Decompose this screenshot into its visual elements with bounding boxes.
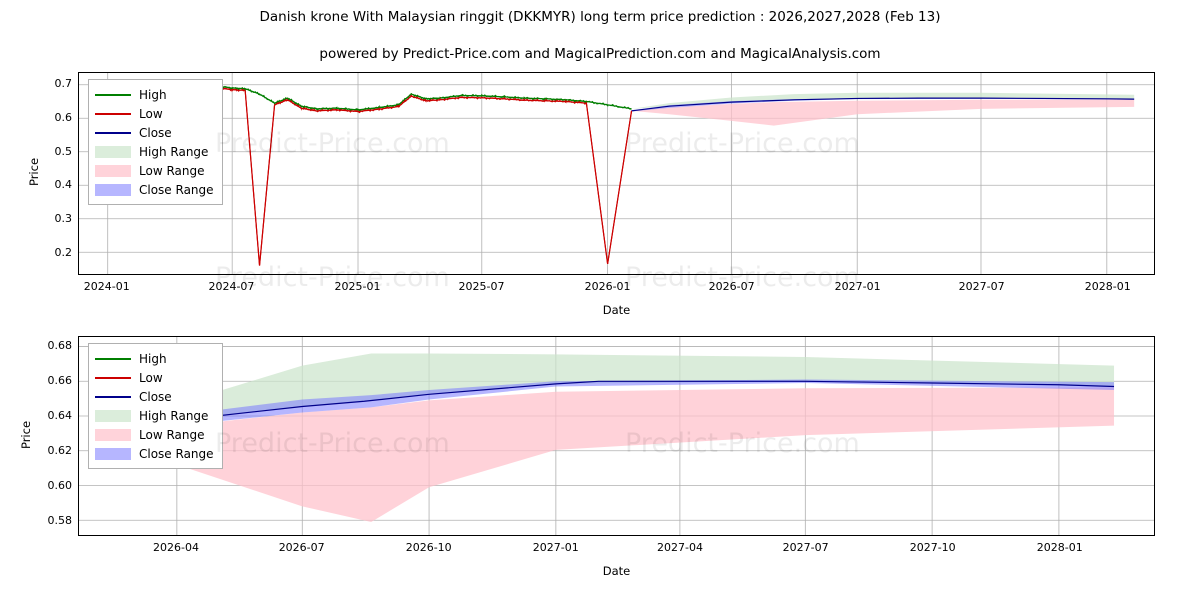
x-tick-label: 2026-10 [405, 541, 452, 554]
legend-item-low: Low [95, 368, 216, 387]
legend-item-close: Close [95, 123, 216, 142]
overview-chart-plot-area [78, 72, 1155, 275]
x-tick-label: 2026-01 [584, 280, 631, 293]
x-tick-label: 2027-07 [958, 280, 1005, 293]
legend-swatch-icon [95, 353, 131, 365]
zoom-chart-plot-area [78, 336, 1155, 536]
legend-label: Low Range [139, 163, 205, 178]
y-tick-label: 0.64 [47, 408, 73, 422]
x-tick-label: 2025-01 [334, 280, 381, 293]
y-tick-label: 0.68 [47, 338, 73, 352]
legend-item-high: High [95, 349, 216, 368]
x-tick-label: 2027-10 [909, 541, 956, 554]
legend-label: Low Range [139, 427, 205, 442]
legend-label: Low [139, 106, 163, 121]
legend-label: High [139, 87, 167, 102]
y-tick-label: 0.60 [47, 479, 73, 492]
x-tick-label: 2026-04 [153, 541, 200, 554]
overview-legend: High Low Close High Range Low Range Close Ran… [88, 79, 223, 205]
legend-label: Low [139, 370, 163, 385]
x-tick-label: 2027-01 [834, 280, 881, 293]
y-tick-label: 0.3 [54, 212, 73, 226]
legend-item-high: High [95, 85, 216, 104]
legend-swatch-icon [95, 391, 131, 403]
legend-item-high-range: High Range [95, 406, 216, 425]
legend-item-low-range: Low Range [95, 161, 216, 180]
y-tick-label: 0.58 [47, 514, 73, 528]
y-tick-label: 0.5 [54, 144, 73, 158]
legend-swatch-icon [95, 447, 131, 460]
x-tick-label: 2027-04 [657, 541, 703, 554]
legend-item-low-range: Low Range [95, 425, 216, 444]
x-tick-label: 2027-01 [532, 541, 579, 554]
y-tick-label: 0.7 [54, 76, 73, 90]
legend-swatch-icon [95, 372, 131, 384]
x-tick-label: 2028-01 [1036, 541, 1083, 554]
legend-swatch-icon [95, 183, 131, 196]
legend-label: High Range [139, 408, 209, 423]
legend-item-close: Close [95, 387, 216, 406]
legend-item-low: Low [95, 104, 216, 123]
legend-label: Close [139, 389, 172, 404]
legend-label: High [139, 351, 167, 366]
legend-swatch-icon [95, 145, 131, 158]
x-tick-label: 2028-01 [1084, 280, 1131, 293]
page-title: Danish krone With Malaysian ringgit (DKK… [259, 9, 941, 25]
zoom-x-axis-label: Date [602, 564, 631, 578]
legend-swatch-icon [95, 164, 131, 177]
x-tick-label: 2027-07 [782, 541, 829, 554]
legend-label: Close Range [139, 182, 214, 197]
legend-swatch-icon [95, 108, 131, 120]
page-subtitle: powered by Predict-Price.com and Magical… [319, 46, 881, 62]
y-tick-label: 0.2 [54, 246, 73, 259]
legend-swatch-icon [95, 409, 131, 422]
legend-label: High Range [139, 144, 209, 159]
y-tick-label: 0.4 [54, 178, 73, 192]
x-tick-label: 2024-07 [208, 280, 255, 293]
zoom-legend: High Low Close High Range Low Range Close Ran… [88, 343, 223, 469]
legend-label: Close Range [139, 446, 214, 461]
y-tick-label: 0.66 [47, 373, 73, 387]
legend-swatch-icon [95, 89, 131, 101]
overview-x-axis-label: Date [602, 303, 631, 317]
x-tick-label: 2026-07 [708, 280, 755, 293]
legend-swatch-icon [95, 127, 131, 139]
x-tick-label: 2025-07 [458, 280, 505, 293]
legend-item-close-range: Close Range [95, 180, 216, 199]
legend-label: Close [139, 125, 172, 140]
y-tick-label: 0.62 [47, 443, 73, 457]
legend-item-close-range: Close Range [95, 444, 216, 463]
legend-item-high-range: High Range [95, 142, 216, 161]
x-tick-label: 2024-01 [83, 280, 130, 293]
x-tick-label: 2026-07 [278, 541, 325, 554]
zoom-y-axis-label: Price [19, 420, 33, 450]
legend-swatch-icon [95, 428, 131, 441]
y-tick-label: 0.6 [54, 110, 73, 124]
